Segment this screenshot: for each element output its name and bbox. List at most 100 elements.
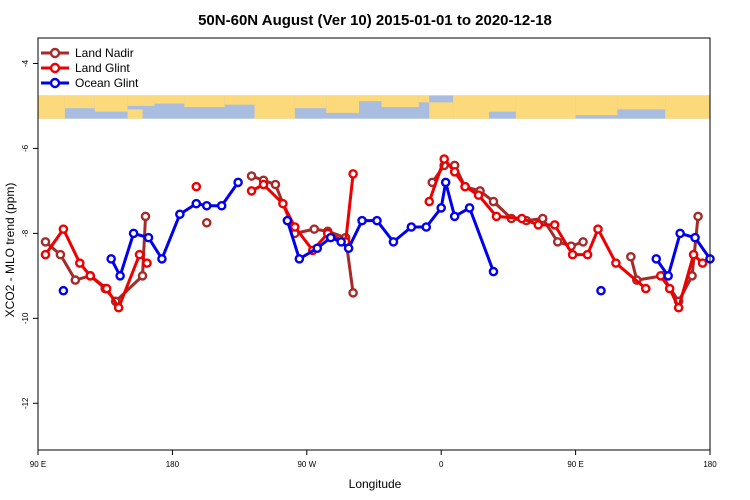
map-land-3 [127,95,155,106]
ocean-glint-point-0-0 [58,285,69,296]
land-nadir-point-0-1 [55,249,66,260]
ocean-glint-point-2-0 [282,215,293,226]
land-glint-point-2-0 [246,186,257,196]
ocean-glint-point-1-6 [191,198,202,209]
land-nadir-point-2-2 [270,179,281,190]
land-glint-point-3-0 [655,271,666,281]
map-land-0 [38,95,65,119]
ocean-glint-point-2-9 [406,222,417,232]
map-land-4 [127,109,143,119]
ocean-glint-point-1-4 [157,254,167,264]
legend-marker-land-glint [49,62,61,74]
x-tick-label-3: 0 [439,460,444,469]
map-land-13 [418,95,430,103]
ocean-glint-point-1-9 [233,177,243,188]
land-nadir-point-1-0 [201,217,212,228]
ocean-glint-point-3-0 [596,285,606,296]
legend-marker-ocean-glint [49,77,61,89]
land-glint-point-0-3 [85,271,96,281]
ocean-glint-point-2-2 [312,243,323,254]
map-land-7 [224,95,255,105]
land-glint-point-4-6 [517,213,527,224]
ocean-glint-point-1-3 [143,232,154,243]
ocean-glint-point-2-5 [343,243,354,254]
legend-label-ocean-glint: Ocean Glint [75,76,139,90]
land-nadir-point-2-0 [246,171,257,181]
land-glint-point-0-2 [75,258,85,268]
legend-marker-land-nadir [49,47,61,59]
land-glint-point-4-12 [611,258,621,268]
ocean-glint-point-2-12 [440,177,451,188]
ocean-glint-point-2-10 [421,222,432,232]
map-land-5 [154,95,185,104]
land-nadir-point-4-9 [552,237,563,247]
land-glint-point-4-0 [424,196,435,207]
land-nadir-point-3-5 [693,211,703,222]
land-nadir-point-0-0 [40,237,51,247]
land-nadir-point-0-6 [137,271,148,281]
map-land-6 [184,95,225,108]
map-land-10 [326,95,360,113]
land-glint-point-0-5 [113,302,124,313]
ocean-glint-line-4 [655,231,712,278]
ocean-glint-point-2-14 [464,203,475,213]
map-land-19 [617,95,666,110]
ocean-glint-point-1-5 [175,209,185,220]
land-glint-point-0-0 [40,249,51,260]
land-glint-point-2-1 [258,179,269,190]
ocean-glint-point-2-13 [449,211,460,222]
y-axis-label: XCO2 - MLO trend (ppm) [3,183,17,318]
ocean-glint-point-2-11 [436,203,447,213]
ocean-glint-point-2-7 [372,215,382,226]
ocean-glint-point-4-2 [675,228,685,239]
legend-label-land-nadir: Land Nadir [75,46,134,60]
map-land-17 [515,95,576,119]
land-glint-point-4-5 [491,211,502,222]
land-glint-point-0-7 [142,258,152,268]
land-glint-point-4-8 [549,220,560,230]
land-glint-point-4-13 [640,283,651,294]
land-glint-point-2-2 [278,198,288,209]
map-land-15 [453,95,489,119]
y-tick-label-0: -4 [21,59,30,67]
y-tick-label-3: -10 [21,312,30,324]
land-nadir-point-4-5 [488,196,499,207]
land-nadir-point-2-7 [348,288,358,298]
land-glint-point-2-3 [290,222,300,232]
x-tick-label-0: 90 E [30,460,46,469]
y-tick-label-1: -6 [21,144,30,152]
ocean-glint-point-1-7 [201,200,212,211]
land-glint-point-3-3 [688,249,699,260]
map-land-8 [254,95,295,119]
land-nadir-line-3 [629,216,700,303]
ocean-glint-point-1-0 [106,254,116,264]
land-glint-point-4-2 [449,166,460,177]
map-strip [38,95,710,119]
land-nadir-point-2-4 [309,224,320,234]
land-nadir-point-4-11 [578,237,588,247]
ocean-glint-point-2-8 [388,237,399,247]
ocean-glint-point-4-3 [690,232,700,243]
land-glint-point-0-4 [101,283,112,294]
land-glint-point-4-1 [439,154,449,164]
ocean-glint-point-2-6 [357,215,367,226]
x-axis-label: Longitude [349,477,402,491]
x-tick-label-4: 90 E [567,460,583,469]
land-glint-point-4-11 [593,224,603,234]
ocean-glint-point-2-1 [294,254,305,264]
y-tick-label-4: -12 [21,397,30,409]
series-layer [40,154,715,313]
x-tick-label-2: 90 W [297,460,316,469]
land-glint-point-4-10 [582,249,593,260]
land-glint-point-4-4 [473,190,484,200]
chart-title: 50N-60N August (Ver 10) 2015-01-01 to 20… [198,12,552,29]
land-glint-line-0 [44,227,149,310]
land-glint-point-4-7 [533,220,544,230]
map-land-11 [359,95,382,102]
map-land-18 [575,95,618,116]
ocean-glint-line-2 [285,180,495,273]
land-glint-point-3-2 [673,302,684,313]
ocean-glint-point-2-4 [336,237,346,247]
land-glint-point-4-9 [567,249,578,260]
